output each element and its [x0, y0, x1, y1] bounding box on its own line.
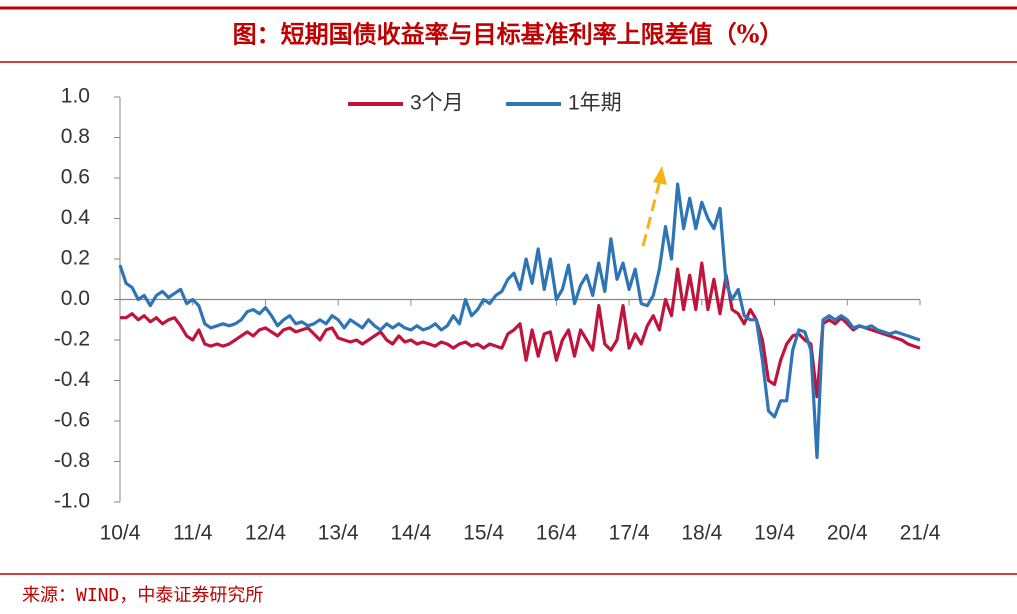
series-line [118, 182, 921, 459]
arrow-head [653, 166, 667, 185]
y-tick-label: 0.4 [61, 206, 91, 229]
y-tick-label: 0.0 [61, 287, 90, 310]
y-tick-label: -0.8 [54, 449, 90, 472]
y-tick-label: -1.0 [54, 490, 90, 513]
source: 来源：WIND，中泰证券研究所 [22, 585, 263, 606]
x-tick-label: 21/4 [900, 522, 941, 545]
y-tick-label: 1.0 [61, 85, 90, 108]
x-tick-label: 11/4 [173, 522, 213, 545]
x-tick-label: 20/4 [827, 522, 868, 545]
x-tick-label: 14/4 [390, 522, 431, 545]
y-tick-label: -0.6 [54, 409, 90, 432]
legend-label: 3个月 [410, 92, 464, 115]
x-tick-label: 18/4 [681, 522, 722, 545]
chart-title: 图：短期国债收益率与目标基准利率上限差值（%） [233, 20, 784, 49]
series-line [120, 261, 921, 399]
x-tick-label: 16/4 [536, 522, 577, 545]
y-tick-label: 0.2 [61, 247, 90, 270]
y-tick-label: -0.4 [54, 368, 91, 391]
x-tick-label: 13/4 [318, 522, 359, 545]
x-tick-label: 19/4 [754, 522, 795, 545]
y-tick-label: 0.8 [61, 125, 90, 148]
arrow [641, 179, 662, 247]
legend-label: 1年期 [568, 92, 622, 115]
x-tick-label: 10/4 [100, 522, 141, 545]
x-tick-label: 17/4 [609, 522, 650, 545]
x-tick-label: 15/4 [463, 522, 504, 545]
x-tick-label: 12/4 [245, 522, 286, 545]
y-tick-label: 0.6 [61, 166, 90, 189]
y-tick-label: -0.2 [54, 328, 90, 351]
